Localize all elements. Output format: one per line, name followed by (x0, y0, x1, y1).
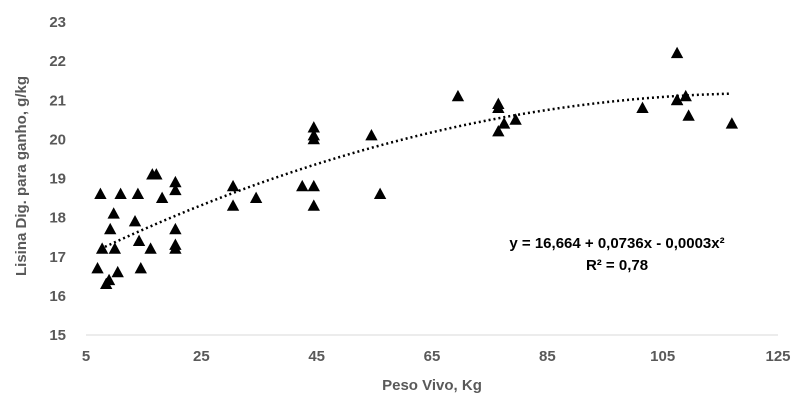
y-tick-label: 22 (49, 53, 66, 70)
x-tick-label: 5 (82, 348, 90, 365)
data-point (636, 101, 649, 113)
data-point (679, 89, 692, 102)
y-tick-label: 21 (49, 92, 66, 109)
data-point (102, 273, 116, 286)
y-axis-title: Lisina Dig. para ganho, g/kg (13, 76, 30, 276)
x-tick-labels: 5 25 45 65 85 105 125 (82, 348, 791, 365)
data-point (373, 187, 387, 200)
data-point (670, 93, 684, 106)
data-point (95, 242, 109, 254)
data-point (108, 242, 122, 254)
data-point (509, 113, 522, 125)
data-point (307, 128, 320, 141)
data-point (169, 175, 182, 188)
data-point (134, 261, 147, 274)
data-point (365, 128, 378, 141)
y-tick-label: 15 (49, 327, 66, 344)
data-point (169, 183, 182, 196)
trendline-equation: y = 16,664 + 0,0736x - 0,0003x² (509, 235, 724, 252)
data-point (497, 117, 511, 129)
data-points (91, 46, 739, 290)
data-point (226, 199, 240, 211)
data-point (114, 187, 127, 200)
data-point (682, 109, 695, 121)
data-point (132, 234, 146, 246)
data-point (307, 199, 320, 211)
plot-area: 5 25 45 65 85 105 125 15 16 17 18 19 20 21 22 23 (49, 14, 790, 365)
y-tick-label: 18 (49, 210, 66, 227)
x-tick-label: 45 (308, 348, 325, 365)
x-axis-title: Peso Vivo, Kg (382, 377, 482, 394)
data-point (111, 265, 124, 278)
data-point (492, 125, 505, 137)
data-point (492, 101, 505, 113)
data-point (670, 46, 684, 59)
data-point (128, 215, 142, 227)
data-point (107, 207, 120, 219)
data-point (91, 261, 104, 274)
data-point (451, 89, 465, 102)
data-point (226, 179, 240, 192)
data-point (249, 191, 263, 203)
data-point (296, 179, 309, 192)
data-point (144, 242, 157, 254)
x-tick-label: 125 (765, 348, 790, 365)
x-tick-label: 25 (193, 348, 210, 365)
y-tick-label: 16 (49, 288, 66, 305)
y-tick-label: 23 (49, 14, 66, 31)
data-point (94, 187, 107, 200)
data-point (150, 168, 163, 180)
y-tick-label: 17 (49, 249, 66, 266)
data-point (131, 187, 145, 200)
data-point (155, 191, 169, 203)
x-tick-label: 85 (539, 348, 556, 365)
y-tick-label: 19 (49, 171, 66, 188)
x-tick-label: 105 (650, 348, 675, 365)
data-point (169, 242, 182, 254)
y-tick-labels: 15 16 17 18 19 20 21 22 23 (49, 14, 66, 344)
r-squared-label: R² = 0,78 (586, 257, 648, 274)
data-point (169, 222, 182, 235)
data-point (307, 121, 320, 133)
y-tick-label: 20 (49, 131, 66, 148)
data-point (104, 222, 117, 235)
data-point (725, 117, 739, 129)
x-tick-label: 65 (424, 348, 441, 365)
data-point (307, 179, 320, 192)
trendline (99, 92, 730, 251)
